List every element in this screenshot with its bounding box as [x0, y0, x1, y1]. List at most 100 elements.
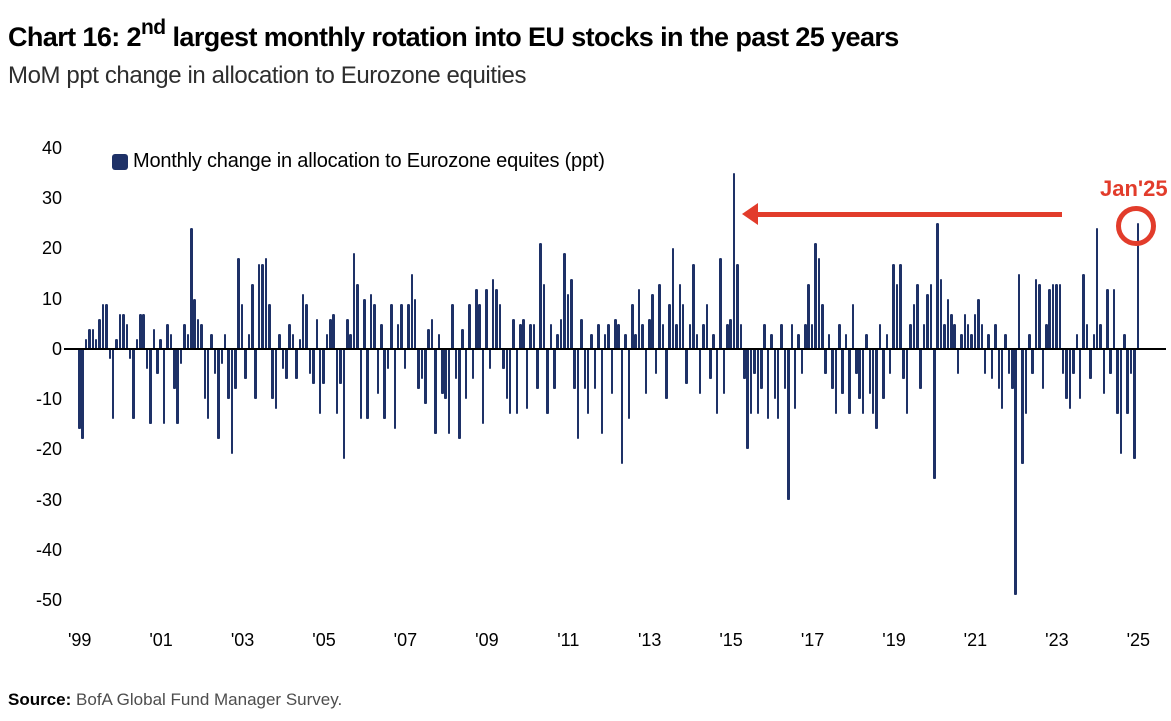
bar-month — [546, 348, 549, 415]
bar-month — [1058, 283, 1062, 349]
bar-month — [498, 303, 502, 349]
bar-month — [559, 318, 563, 349]
bar-month — [787, 348, 790, 500]
bar-month — [824, 348, 827, 374]
bar-month — [1129, 348, 1133, 374]
bar-month — [237, 258, 240, 349]
bar-month — [875, 348, 878, 430]
bar-month — [478, 303, 481, 349]
bar-month — [383, 348, 386, 420]
y-tick-label: 40 — [41, 138, 62, 158]
bar-month — [108, 348, 112, 359]
bar-month — [1014, 348, 1017, 595]
bar-month — [593, 348, 597, 390]
bar-month — [298, 338, 302, 349]
bar-month — [624, 333, 627, 349]
bar-month — [773, 348, 777, 400]
bar-month — [536, 348, 539, 390]
bar-month — [1038, 283, 1041, 349]
bar-month — [1028, 333, 1031, 349]
bar-month — [678, 283, 682, 349]
bar-month — [753, 348, 756, 374]
bar-month — [1000, 348, 1004, 410]
bar-month — [128, 348, 132, 359]
bar-month — [166, 323, 169, 349]
bar-month — [1061, 348, 1065, 374]
bar-month — [573, 348, 576, 390]
bar-month — [848, 348, 851, 415]
bar-month — [369, 293, 373, 349]
bar-month — [305, 303, 308, 349]
bar-month — [688, 323, 692, 349]
bar-month — [949, 313, 953, 349]
bar-month — [899, 263, 902, 349]
bar-month — [213, 348, 217, 374]
bar-month — [1021, 348, 1024, 465]
bar-month — [797, 333, 800, 349]
bar-month — [868, 348, 872, 395]
bar-month — [1082, 273, 1085, 349]
bar-month — [1075, 333, 1079, 349]
bar-month — [444, 348, 447, 400]
bar-month — [281, 348, 285, 369]
bar-month — [719, 258, 722, 349]
bar-month — [817, 258, 821, 349]
bar-month — [525, 348, 529, 410]
bar-month — [485, 288, 488, 349]
bar-month — [851, 303, 855, 349]
bar-month — [81, 348, 84, 440]
bar-month — [661, 323, 665, 349]
bar-month — [471, 348, 475, 379]
bar-month — [240, 303, 244, 349]
bar-month — [746, 348, 749, 450]
bar-month — [342, 348, 346, 460]
bar-month — [308, 348, 312, 374]
bar-month — [963, 313, 967, 349]
bar-month — [569, 278, 573, 349]
bar-month — [983, 348, 987, 374]
bar-month — [244, 348, 247, 379]
bar-month — [234, 348, 237, 390]
bar-month — [268, 303, 271, 349]
bar-month — [726, 323, 729, 349]
bar-month — [681, 303, 685, 349]
bar-month — [759, 348, 763, 390]
bar-month — [230, 348, 234, 455]
bar-month — [770, 333, 773, 349]
bar-month — [715, 348, 719, 415]
bar-month — [254, 348, 257, 400]
x-tick-label: '11 — [557, 630, 580, 650]
bar-month — [461, 328, 464, 349]
bar-month — [997, 348, 1001, 390]
bar-month — [933, 348, 936, 480]
bar-month — [349, 333, 352, 349]
bar-month — [519, 323, 522, 349]
bar-month — [895, 283, 899, 349]
bar-month — [301, 293, 305, 349]
x-tick-label: '25 — [1126, 630, 1151, 650]
x-tick-label: '19 — [882, 630, 906, 650]
bar-month — [580, 318, 583, 349]
bar-month — [454, 348, 458, 379]
plot-area — [78, 148, 1140, 600]
bar-month — [586, 348, 590, 415]
y-tick-label: -20 — [35, 439, 62, 460]
bar-month — [315, 318, 319, 349]
bar-month — [346, 318, 349, 349]
bar-month — [953, 323, 956, 349]
bar-month — [481, 348, 485, 425]
bar-month — [712, 333, 716, 349]
bar-month — [885, 333, 889, 349]
bar-month — [698, 348, 702, 395]
bar-month — [223, 333, 227, 349]
bar-month — [1048, 288, 1051, 349]
chart-title-suffix: largest monthly rotation into EU stocks … — [165, 22, 900, 52]
chart-title-superscript: nd — [140, 16, 166, 39]
chart-legend: Monthly change in allocation to Eurozone… — [112, 150, 605, 173]
bar-month — [529, 323, 532, 349]
bar-month — [251, 283, 254, 349]
bar-month — [675, 323, 678, 349]
bar-month — [902, 348, 906, 379]
bar-month — [553, 348, 556, 390]
